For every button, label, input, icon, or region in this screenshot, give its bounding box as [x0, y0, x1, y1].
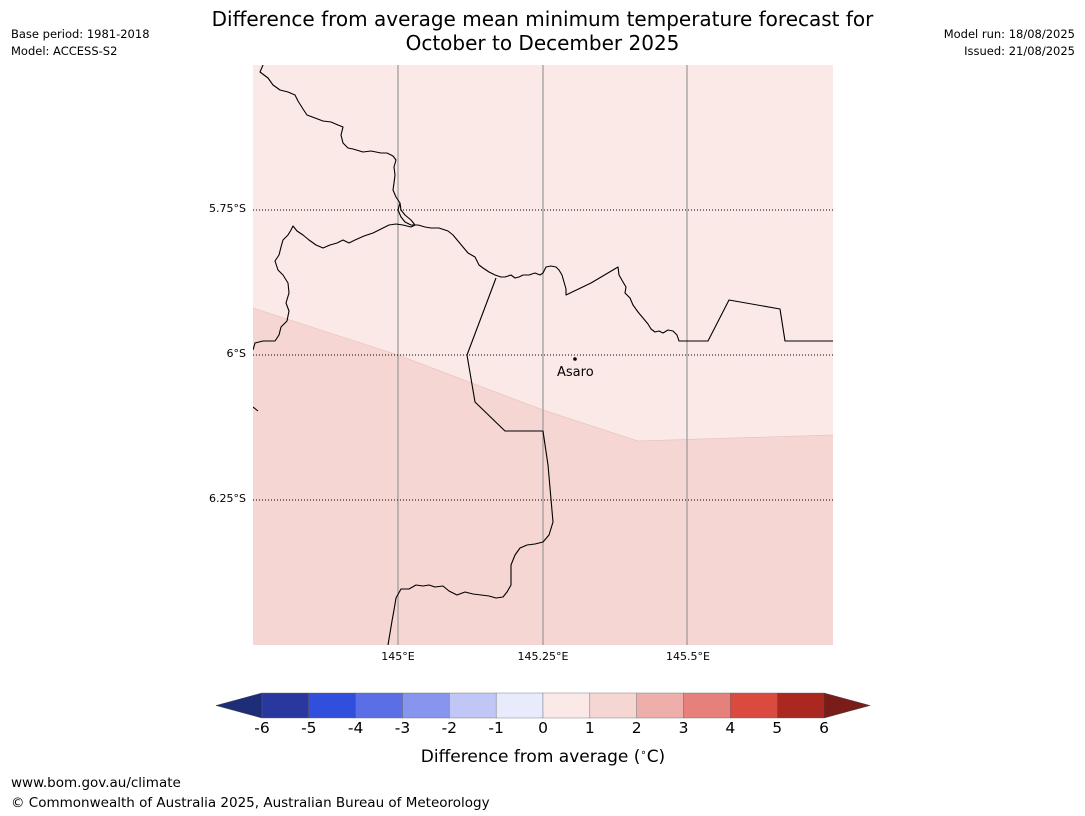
issued-date: Issued: 21/08/2025 — [964, 44, 1075, 58]
colorbar-cell — [730, 692, 778, 719]
lon-label-145e: 145°E — [381, 650, 415, 663]
colorbar-cell — [589, 692, 637, 719]
asaro-marker — [573, 357, 577, 361]
colorbar-cell — [495, 692, 544, 719]
metadata-right: Model run: 18/08/2025 Issued: 21/08/2025 — [944, 26, 1075, 60]
colorbar-tick-label: 3 — [678, 719, 689, 737]
colorbar-cell — [776, 692, 825, 719]
lat-label-6-25s: 6.25°S — [209, 492, 246, 505]
title-line-1: Difference from average mean minimum tem… — [211, 7, 874, 31]
base-period: Base period: 1981-2018 — [11, 27, 150, 41]
colorbar-cell — [449, 692, 497, 719]
province-boundaries — [253, 65, 833, 645]
colorbar-tick-label: 6 — [819, 719, 829, 737]
colorbar-tick-label: -1 — [488, 719, 504, 737]
colorbar-tick-label: -3 — [394, 719, 411, 737]
colorbar — [215, 692, 871, 719]
colorbar-tick-label: -6 — [254, 719, 270, 737]
footer-url: www.bom.gov.au/climate — [11, 775, 181, 791]
colorbar-tick-label: 0 — [538, 719, 548, 737]
lat-label-5-75s: 5.75°S — [209, 202, 246, 215]
colorbar-tick-label: -4 — [347, 719, 364, 737]
colorbar-cell — [636, 692, 684, 719]
title-line-2: October to December 2025 — [405, 31, 680, 55]
colorbar-tick-label: 5 — [772, 719, 783, 737]
lon-label-145-25e: 145.25°E — [517, 650, 569, 663]
colorbar-over-arrow — [823, 692, 871, 719]
colorbar-label: Difference from average (∘C) — [420, 747, 666, 767]
lat-label-6s: 6°S — [226, 347, 246, 360]
colorbar-tick-label: 2 — [631, 719, 642, 737]
colorbar-label-text: Difference from average ( — [420, 747, 641, 767]
lon-label-145-5e: 145.5°E — [666, 650, 710, 663]
colorbar-cell — [683, 692, 731, 719]
colorbar-tick-label: -5 — [301, 719, 317, 737]
map-title: Difference from average mean minimum tem… — [150, 7, 935, 55]
colorbar-tick-label: 1 — [584, 719, 595, 737]
colorbar-cell — [355, 692, 403, 719]
colorbar-tick-label: -2 — [441, 719, 458, 737]
colorbar-cell — [542, 692, 591, 719]
map-canvas — [253, 65, 833, 645]
model-run: Model run: 18/08/2025 — [943, 27, 1075, 41]
colorbar-under-arrow — [215, 692, 263, 719]
metadata-left: Base period: 1981-2018 Model: ACCESS-S2 — [11, 26, 150, 60]
colorbar-tick-label: 4 — [725, 719, 736, 737]
colorbar-cell — [261, 692, 310, 719]
footer-copyright: © Commonwealth of Australia 2025, Austra… — [11, 795, 490, 811]
colorbar-cell — [402, 692, 450, 719]
colorbar-cell — [308, 692, 356, 719]
place-label-asaro: Asaro — [557, 365, 594, 380]
colorbar-label-unit: C) — [646, 747, 666, 767]
model-name: Model: ACCESS-S2 — [11, 44, 118, 58]
